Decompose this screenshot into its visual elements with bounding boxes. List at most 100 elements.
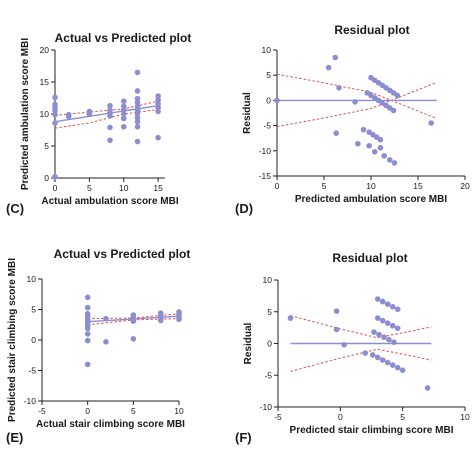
data-point	[84, 337, 91, 344]
data-point	[155, 97, 161, 103]
data-point	[84, 304, 91, 311]
y-tick-label: -5	[28, 366, 36, 376]
data-point	[424, 385, 431, 391]
data-point	[103, 339, 109, 345]
fit-line	[54, 104, 159, 123]
x-tick-label: 10	[119, 183, 129, 193]
x-tick-label: -5	[274, 412, 282, 422]
data-point	[52, 111, 58, 118]
data-point	[384, 301, 391, 307]
data-point	[394, 364, 401, 371]
x-tick-label: 0	[338, 412, 343, 422]
x-tick-label: 0	[275, 181, 280, 191]
y-axis-label: Residual	[242, 92, 253, 134]
x-tick-label: 20	[460, 181, 470, 191]
y-tick-label: -5	[264, 370, 272, 380]
y-tick-label: 5	[267, 307, 272, 317]
data-point	[377, 144, 384, 151]
y-tick-label: 0	[31, 335, 36, 345]
y-tick-label: 15	[40, 77, 50, 87]
x-tick-label: 5	[87, 183, 92, 193]
chart-title: Residual plot	[334, 23, 409, 37]
data-point	[155, 134, 161, 141]
data-point	[107, 113, 113, 119]
data-point	[52, 173, 58, 180]
data-point	[120, 124, 127, 130]
chart-title: Residual plot	[332, 251, 407, 265]
data-point	[332, 54, 339, 61]
data-point	[355, 140, 361, 147]
data-point	[176, 316, 182, 323]
data-point	[84, 331, 91, 337]
data-point	[157, 317, 164, 324]
chart-title: Actual vs Predicted plot	[54, 247, 191, 261]
data-point	[120, 111, 127, 117]
data-point	[274, 97, 280, 104]
x-axis-label: Predicted ambulation score MBI	[295, 194, 447, 205]
data-point	[120, 103, 127, 110]
y-tick-label: 5	[44, 141, 49, 151]
y-tick-label: 5	[31, 305, 36, 315]
data-point	[325, 64, 332, 71]
x-tick-label: 5	[131, 406, 136, 416]
data-point	[134, 107, 141, 113]
data-point	[84, 361, 91, 368]
data-point	[333, 326, 340, 333]
x-tick-label: -5	[38, 406, 46, 416]
data-point	[287, 315, 294, 321]
panel-label: (E)	[6, 430, 23, 445]
x-tick-label: 0	[85, 406, 90, 416]
data-point	[107, 137, 113, 144]
data-point	[389, 303, 396, 310]
data-point	[394, 325, 401, 332]
chart-title: Actual vs Predicted plot	[55, 31, 192, 45]
data-point	[155, 108, 161, 115]
x-tick-label: 5	[322, 181, 327, 191]
y-tick-label: -5	[263, 121, 271, 131]
x-tick-label: 10	[460, 412, 470, 422]
data-point	[103, 315, 109, 322]
data-point	[387, 157, 393, 163]
y-tick-label: 0	[267, 339, 272, 349]
data-point	[384, 320, 391, 326]
data-point	[134, 118, 141, 125]
data-point	[369, 352, 376, 358]
data-point	[155, 93, 161, 99]
panel-label: (D)	[235, 201, 253, 216]
data-point	[134, 103, 141, 110]
panel-2: Residual plot -15 -10 -5 0 5 10 0 5 10 15 20 Predict…	[235, 23, 470, 216]
y-tick-label: 5	[266, 70, 271, 80]
data-point	[379, 317, 386, 324]
data-point	[134, 124, 141, 130]
data-point	[134, 138, 141, 145]
data-point	[134, 88, 141, 94]
ci-band-line	[276, 81, 437, 128]
data-point	[371, 329, 377, 335]
data-point	[155, 100, 161, 107]
data-point	[379, 357, 386, 363]
data-point	[394, 92, 401, 99]
data-point	[84, 325, 91, 332]
data-point	[379, 298, 386, 305]
panel-1: Actual vs Predicted plot 0 5 10 15 20 0 5 10 15 Ac…	[6, 31, 191, 216]
y-tick-label: 10	[27, 274, 37, 284]
data-point	[336, 85, 342, 91]
y-tick-label: 10	[262, 45, 272, 55]
data-point	[376, 331, 382, 338]
x-axis-label: Actual ambulation score MBI	[41, 196, 178, 207]
data-point	[391, 160, 398, 166]
data-point	[86, 111, 93, 117]
data-point	[428, 120, 434, 126]
data-point	[134, 115, 141, 121]
data-point	[374, 354, 381, 361]
data-point	[130, 335, 137, 342]
y-tick-label: 20	[40, 45, 50, 55]
data-point	[360, 126, 367, 133]
x-tick-label: 0	[53, 183, 58, 193]
ci-band-line	[54, 109, 159, 129]
x-tick-label: 15	[153, 183, 163, 193]
x-tick-label: 10	[174, 406, 184, 416]
ci-band-line	[276, 73, 437, 119]
